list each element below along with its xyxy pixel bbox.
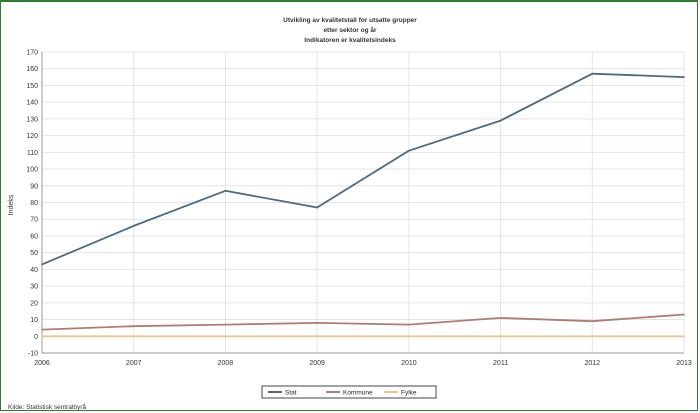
data-point-1-5 <box>499 317 502 319</box>
y-tick-label: 50 <box>30 250 38 257</box>
chart-title: Utvikling av kvalitetstall for utsatte g… <box>283 17 417 44</box>
x-tick-label: 2011 <box>493 360 508 367</box>
data-point-2-3 <box>316 335 318 338</box>
data-point-1-1 <box>132 325 135 328</box>
x-tick-label: 2007 <box>126 360 142 367</box>
y-tick-label: 0 <box>34 334 38 341</box>
y-tick-label: 100 <box>26 167 38 174</box>
y-tick-label: 120 <box>26 133 38 140</box>
series-line-0 <box>41 72 685 266</box>
data-point-0-0 <box>41 263 43 266</box>
data-point-2-4 <box>408 335 410 338</box>
chart-title-line-3: Indikatoren er kvalitetsindeks <box>304 37 396 44</box>
y-axis-title: Indeks <box>8 194 15 215</box>
legend: Stat Kommune Fylke <box>261 385 437 399</box>
data-point-0-7 <box>683 76 685 78</box>
source-note: Kilde: Statistisk sentralbyrå <box>8 403 86 411</box>
y-tick-label: 150 <box>26 83 38 90</box>
chart-title-line-1: Utvikling av kvalitetstall for utsatte g… <box>283 17 417 24</box>
y-tick-label: 10 <box>30 317 38 324</box>
y-tick-label: 170 <box>26 50 38 57</box>
data-point-0-4 <box>408 149 410 152</box>
y-tick-label: 140 <box>26 100 38 107</box>
data-point-1-4 <box>408 323 410 326</box>
data-point-1-3 <box>316 322 318 324</box>
chart-title-line-2: etter sektor og år <box>323 26 377 34</box>
data-point-2-5 <box>499 335 502 338</box>
x-tick-label: 2008 <box>218 360 234 367</box>
data-point-1-6 <box>591 320 594 323</box>
data-point-0-6 <box>591 72 594 75</box>
legend-label-2: Fylke <box>401 390 417 397</box>
legend-label-0: Stat <box>285 390 297 397</box>
series-lines <box>41 72 685 338</box>
y-tick-label: 110 <box>27 150 38 157</box>
data-point-1-0 <box>41 328 43 331</box>
series-line-1 <box>41 313 685 331</box>
y-tick-label: 40 <box>30 267 38 274</box>
data-point-0-3 <box>316 206 318 209</box>
y-tick-label: 60 <box>30 233 38 240</box>
y-tick-label: 130 <box>26 116 38 123</box>
y-tick-label: 20 <box>30 300 38 307</box>
data-point-0-5 <box>499 119 502 122</box>
data-point-1-2 <box>224 323 227 326</box>
data-point-2-2 <box>224 335 227 338</box>
x-tick-label: 2006 <box>34 360 50 367</box>
y-tick-label: 80 <box>30 200 38 207</box>
data-point-2-1 <box>132 335 135 338</box>
x-tick-label: 2012 <box>584 360 600 367</box>
data-point-0-2 <box>224 189 227 192</box>
y-tick-label: 90 <box>30 183 38 190</box>
gridlines <box>41 51 685 354</box>
x-tick-label: 2010 <box>401 360 417 367</box>
data-point-2-0 <box>41 335 43 338</box>
data-point-0-1 <box>132 225 135 227</box>
legend-label-1: Kommune <box>343 390 373 397</box>
y-tick-label: 70 <box>30 217 38 224</box>
y-tick-label: 160 <box>26 66 38 73</box>
y-tick-label: -10 <box>28 351 38 358</box>
y-tick-label: 30 <box>30 284 38 291</box>
x-tick-label: 2009 <box>309 360 325 367</box>
data-point-1-7 <box>683 313 685 316</box>
data-point-2-6 <box>591 335 594 338</box>
data-point-2-7 <box>683 335 685 338</box>
axes: -10 0 10 20 30 40 50 60 70 80 90 100 110 120 130 140 150… <box>26 50 692 368</box>
x-tick-label: 2013 <box>676 360 692 367</box>
legend-box <box>261 385 437 399</box>
